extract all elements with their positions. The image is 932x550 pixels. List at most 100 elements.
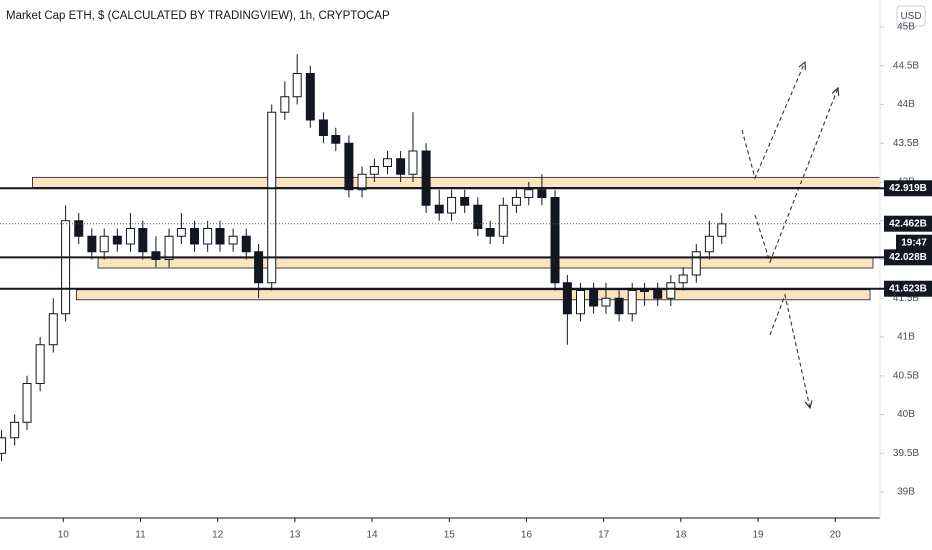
- candle-body: [22, 383, 32, 423]
- candle-body: [678, 274, 688, 284]
- x-tick-label: 15: [444, 530, 456, 541]
- candle-body: [704, 235, 714, 253]
- candle-body: [176, 227, 186, 237]
- y-tick-label: 40.5B: [893, 370, 919, 381]
- candle-body: [74, 220, 84, 237]
- zone: [97, 257, 874, 269]
- arrow: [769, 293, 810, 408]
- candle-body: [550, 196, 560, 284]
- y-tick-label: 44B: [897, 99, 915, 110]
- candle-body: [61, 220, 71, 315]
- level-label-box: [884, 280, 932, 297]
- candle-body: [292, 72, 302, 98]
- candle-body: [87, 235, 97, 253]
- candle-body: [640, 290, 650, 293]
- candle-body: [35, 344, 45, 385]
- y-tick-label: 40B: [897, 409, 915, 420]
- candle-body: [485, 227, 495, 237]
- x-tick-label: 20: [830, 530, 842, 541]
- candle-body: [190, 227, 200, 245]
- zones: [32, 176, 881, 301]
- candle-body: [318, 119, 328, 136]
- candle-body: [575, 290, 585, 315]
- currency-badge[interactable]: [896, 5, 926, 27]
- candle-body: [280, 96, 290, 113]
- currency-label[interactable]: USD: [900, 11, 921, 22]
- candle-body: [254, 251, 264, 284]
- y-tick-label: 44.5B: [893, 60, 919, 71]
- plot: [0, 54, 727, 462]
- candle-body: [215, 227, 225, 245]
- candle-body: [99, 235, 109, 253]
- last-price-label: 42.462B: [889, 218, 927, 229]
- candle-body: [421, 150, 431, 206]
- candle-body: [653, 290, 663, 299]
- candle-body: [537, 189, 547, 198]
- candle-body: [562, 282, 572, 315]
- y-tick-label: 39.5B: [893, 448, 919, 459]
- candle-body: [203, 227, 213, 245]
- candle-body: [331, 134, 341, 144]
- level-label: 42.028B: [889, 252, 927, 263]
- x-tick-label: 19: [752, 530, 764, 541]
- x-tick-label: 11: [135, 530, 146, 541]
- candle-body: [344, 142, 354, 191]
- level-label-box: [884, 249, 932, 266]
- zone: [76, 289, 871, 301]
- candle-body: [267, 111, 277, 284]
- candle-body: [601, 297, 611, 307]
- candle-body: [524, 189, 534, 198]
- candle-body: [10, 421, 20, 439]
- candle-body: [48, 313, 58, 346]
- candle-body: [357, 173, 367, 191]
- candle-body: [408, 150, 418, 175]
- y-tick-label: 45B: [897, 22, 915, 33]
- candle-body: [138, 227, 148, 253]
- x-tick-label: 18: [675, 530, 687, 541]
- candle-body: [241, 235, 251, 253]
- candle-body: [473, 204, 483, 229]
- candle-body: [228, 235, 238, 245]
- candle-body: [666, 282, 676, 299]
- candle-body: [511, 196, 521, 206]
- x-tick-label: 12: [212, 530, 224, 541]
- x-tick-label: 13: [289, 530, 301, 541]
- y-tick-label: 41.5B: [893, 293, 919, 304]
- arrow: [754, 88, 838, 264]
- candle-body: [498, 204, 508, 237]
- candle-body: [112, 235, 122, 245]
- candle-body: [627, 290, 637, 315]
- candle-body: [369, 165, 379, 175]
- countdown-label: 19:47: [901, 237, 927, 248]
- candle-body: [305, 72, 315, 121]
- last-price-box: [884, 215, 932, 232]
- arrow: [741, 62, 805, 180]
- candle-body: [717, 223, 727, 237]
- x-tick-label: 17: [598, 530, 610, 541]
- x-tick-label: 14: [367, 530, 379, 541]
- level-label-box: [884, 180, 932, 197]
- candle-body: [691, 251, 701, 276]
- candle-body: [614, 297, 624, 315]
- chart-title: Market Cap ETH, $ (CALCULATED BY TRADING…: [6, 10, 390, 22]
- candle-body: [460, 196, 470, 206]
- x-tick-label: 10: [58, 530, 70, 541]
- level-label: 42.919B: [889, 183, 927, 194]
- candle-body: [383, 158, 393, 167]
- candle-body: [0, 437, 7, 454]
- y-tick-label: 43.5B: [893, 138, 919, 149]
- y-tick-label: 39B: [897, 487, 915, 498]
- candle-body: [447, 196, 457, 214]
- candle-body: [589, 290, 599, 307]
- scenario-arrows: [741, 62, 838, 408]
- zone: [32, 176, 881, 188]
- countdown-box: [896, 234, 932, 251]
- y-tick-label: 41B: [897, 332, 915, 343]
- candle-body: [125, 227, 135, 245]
- candle-body: [151, 251, 161, 261]
- candle-body: [164, 235, 174, 261]
- level-label: 41.623B: [889, 283, 927, 294]
- candle-body: [396, 158, 406, 175]
- candle-body: [434, 204, 444, 214]
